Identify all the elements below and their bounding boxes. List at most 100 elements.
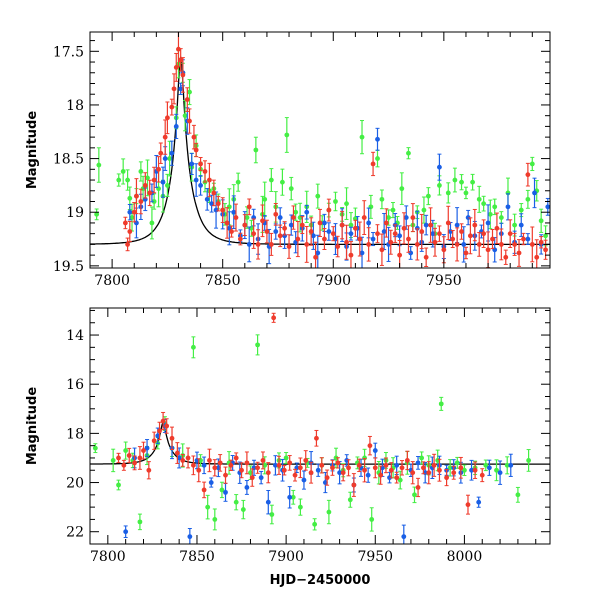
data-point-blue: [208, 477, 214, 488]
data-point-red: [299, 216, 305, 235]
marker: [503, 254, 509, 260]
data-point-green: [375, 149, 380, 168]
marker: [498, 215, 504, 220]
data-point-green: [369, 507, 375, 532]
marker: [211, 190, 217, 196]
marker: [191, 134, 197, 140]
marker: [116, 455, 121, 461]
marker: [365, 472, 371, 478]
y-tick-label: 16: [66, 377, 84, 393]
marker: [372, 465, 378, 471]
data-point-red: [142, 172, 148, 199]
data-point-red: [485, 231, 491, 268]
marker: [532, 190, 537, 196]
marker: [347, 497, 353, 503]
data-point-red: [481, 219, 487, 248]
data-point-red: [174, 442, 180, 464]
marker: [454, 242, 460, 247]
marker: [273, 211, 279, 217]
marker: [160, 179, 166, 185]
data-point-red: [160, 411, 166, 431]
marker: [120, 169, 126, 174]
marker: [425, 193, 431, 199]
marker: [121, 462, 127, 468]
data-point-green: [268, 168, 274, 192]
data-point-blue: [403, 205, 409, 230]
data-point-red: [217, 454, 223, 472]
data-point-green: [165, 173, 170, 197]
data-point-red: [319, 457, 325, 474]
marker: [224, 220, 230, 226]
marker: [301, 477, 307, 483]
data-point-red: [348, 241, 354, 268]
marker: [127, 195, 133, 201]
data-point-red: [276, 455, 282, 475]
marker: [348, 231, 354, 237]
marker: [378, 472, 384, 478]
marker: [96, 162, 102, 168]
data-point-green: [290, 489, 296, 505]
marker: [505, 204, 511, 210]
data-point-red: [171, 73, 177, 105]
data-point-blue: [315, 234, 321, 268]
y-tick-label: 19.5: [53, 259, 84, 275]
data-point-blue: [209, 194, 215, 213]
marker: [498, 242, 504, 247]
marker: [258, 475, 264, 481]
data-point-green: [483, 459, 489, 472]
marker: [383, 462, 389, 468]
data-point-red: [228, 459, 234, 472]
data-point-green: [233, 494, 239, 511]
marker: [284, 132, 290, 138]
marker: [229, 229, 234, 234]
data-point-red: [463, 246, 469, 260]
marker: [293, 209, 299, 215]
marker: [317, 220, 323, 226]
data-point-red: [479, 468, 485, 483]
marker: [142, 183, 148, 188]
data-point-green: [452, 167, 458, 193]
model-curve: [90, 56, 550, 246]
data-point-red: [249, 468, 255, 487]
marker: [287, 460, 293, 466]
data-point-green: [235, 172, 241, 192]
data-point-red: [165, 101, 170, 135]
data-point-red: [361, 200, 367, 235]
data-point-red: [237, 232, 243, 246]
data-point-blue: [198, 175, 203, 196]
marker: [515, 492, 521, 498]
marker: [273, 462, 278, 468]
data-point-red: [233, 452, 239, 464]
marker: [141, 448, 146, 453]
marker: [538, 239, 544, 245]
marker: [399, 186, 405, 192]
marker: [156, 166, 161, 172]
data-point-blue: [525, 233, 531, 245]
data-point-blue: [277, 207, 283, 228]
marker: [92, 445, 98, 451]
data-point-red: [346, 459, 351, 477]
marker: [431, 462, 437, 468]
data-point-green: [438, 396, 444, 411]
marker: [472, 222, 478, 228]
marker: [246, 242, 252, 247]
data-point-blue: [204, 188, 210, 211]
data-point-green: [504, 456, 510, 475]
marker: [178, 57, 184, 63]
marker: [469, 467, 474, 473]
marker: [415, 485, 421, 490]
data-point-red: [180, 454, 186, 467]
data-point-green: [284, 117, 290, 153]
marker: [269, 512, 275, 517]
data-point-green: [312, 518, 318, 531]
marker: [268, 177, 274, 183]
data-point-red: [273, 202, 279, 226]
data-point-red: [335, 457, 341, 469]
marker: [110, 458, 116, 463]
data-point-green: [487, 199, 493, 230]
data-point-red: [255, 461, 260, 474]
marker: [198, 183, 203, 188]
marker: [441, 247, 447, 253]
marker: [164, 423, 170, 429]
marker: [529, 242, 535, 247]
